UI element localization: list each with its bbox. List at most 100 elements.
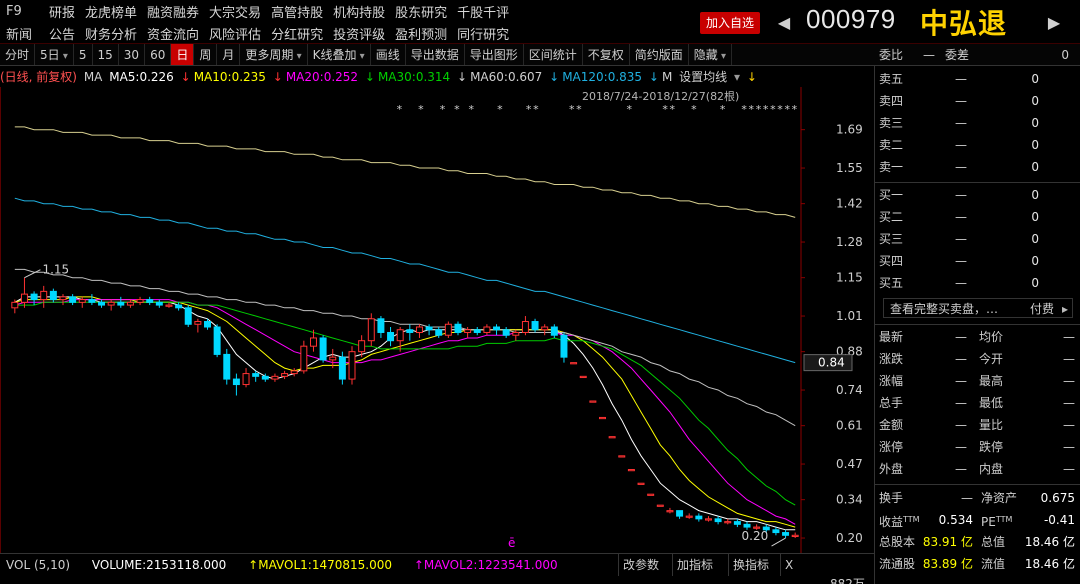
candle xyxy=(11,299,19,314)
toolbar-item[interactable]: 分时 xyxy=(0,44,36,65)
toolbar-item[interactable]: 画线 xyxy=(371,44,406,65)
menu-item[interactable]: 机构持股 xyxy=(333,5,386,21)
toolbar-item[interactable]: 区间统计 xyxy=(524,44,583,65)
toolbar-item[interactable]: 导出数据 xyxy=(406,44,465,65)
event-marker[interactable]: * xyxy=(749,103,755,116)
fundamental-label: 换手 xyxy=(879,487,903,509)
kline-chart[interactable]: 1.69 1.55 1.42 1.28 1.15 1.01 0.88 0.74 0.61 0.47… xyxy=(0,87,874,553)
toolbar-item[interactable]: 5 xyxy=(74,44,93,65)
menu-item[interactable]: 研报 xyxy=(49,5,76,21)
toolbar-item[interactable]: K线叠加 xyxy=(308,44,371,65)
menu-item[interactable]: 财务分析 xyxy=(85,27,138,43)
event-marker[interactable]: * xyxy=(533,103,539,116)
ma-settings-button[interactable]: 设置均线 xyxy=(679,70,728,84)
toolbar-item[interactable]: 日 xyxy=(171,44,195,65)
candle xyxy=(204,318,211,330)
quote-value: — xyxy=(955,352,967,366)
menu-item[interactable]: F9 xyxy=(6,3,22,19)
event-marker[interactable]: * xyxy=(526,103,532,116)
menu-item[interactable]: 盈利预测 xyxy=(395,27,448,43)
event-marker[interactable]: * xyxy=(662,103,668,116)
toolbar-item[interactable]: 更多周期 xyxy=(240,44,308,65)
menu-item[interactable]: 新闻 xyxy=(6,27,33,43)
pay-label: 付费 xyxy=(1029,302,1054,316)
candle xyxy=(483,324,491,336)
candle-body xyxy=(11,301,19,309)
menu-item[interactable]: 融资融券 xyxy=(147,5,200,21)
event-marker[interactable]: * xyxy=(691,103,697,116)
event-marker[interactable]: * xyxy=(418,103,424,116)
candle-body xyxy=(78,299,86,303)
bid-label: 买四 xyxy=(879,254,904,268)
divider xyxy=(875,324,1080,325)
toolbar-item[interactable]: 5日 xyxy=(35,44,74,65)
candle xyxy=(627,469,635,472)
event-marker[interactable]: * xyxy=(670,103,676,116)
menu-item[interactable]: 资金流向 xyxy=(147,27,200,43)
event-marker[interactable]: * xyxy=(777,103,783,116)
candle xyxy=(69,294,77,306)
event-marker[interactable]: * xyxy=(397,103,403,116)
candle-body xyxy=(579,375,587,379)
quote-value: — xyxy=(1063,352,1075,366)
full-book-link[interactable]: 查看完整买卖盘，… 付费 ▸ xyxy=(883,298,1073,318)
toolbar-item[interactable]: 30 xyxy=(119,44,146,65)
toolbar-item[interactable]: 60 xyxy=(145,44,172,65)
event-marker[interactable]: * xyxy=(770,103,776,116)
event-marker[interactable]: * xyxy=(454,103,460,116)
fundamental-label-text: 流通股 xyxy=(879,557,916,571)
ask-label: 卖四 xyxy=(879,94,904,108)
event-marker[interactable]: * xyxy=(497,103,503,116)
divider xyxy=(875,182,1080,183)
candle xyxy=(309,329,317,352)
menu-item[interactable]: 风险评估 xyxy=(209,27,262,43)
add-favorite-button[interactable]: 加入自选 xyxy=(700,12,761,34)
toolbar-item[interactable]: 不复权 xyxy=(583,44,630,65)
toolbar-item[interactable]: 月 xyxy=(217,44,241,65)
menu-item[interactable]: 高管持股 xyxy=(271,5,324,21)
menu-item[interactable]: 大宗交易 xyxy=(209,5,262,21)
menu-item[interactable]: 同行研究 xyxy=(457,27,510,43)
toolbar-item[interactable]: 隐藏 xyxy=(689,44,732,65)
change-params-button[interactable]: 改参数 xyxy=(618,554,663,576)
toolbar-item[interactable]: 导出图形 xyxy=(465,44,524,65)
toolbar-item[interactable]: 15 xyxy=(93,44,119,65)
candle xyxy=(743,521,751,530)
candle-body xyxy=(252,373,260,377)
chart-svg[interactable]: 1.691.551.421.281.151.010.880.740.610.47… xyxy=(0,87,874,553)
close-indicator-icon[interactable]: X xyxy=(780,554,797,576)
menu-item[interactable]: 公告 xyxy=(49,27,76,43)
menu-item[interactable]: 股东研究 xyxy=(395,5,448,21)
menu-item[interactable]: 投资评级 xyxy=(333,27,386,43)
chart-mode-label[interactable]: (日线, 前复权) xyxy=(0,70,77,84)
event-marker[interactable]: * xyxy=(720,103,726,116)
candle xyxy=(560,332,568,363)
event-marker[interactable]: * xyxy=(763,103,769,116)
event-marker[interactable]: * xyxy=(569,103,575,116)
fundamental-value: 83.89 亿 xyxy=(922,557,973,571)
event-marker[interactable]: * xyxy=(576,103,582,116)
menu-item[interactable]: 千股千评 xyxy=(457,5,510,21)
prev-stock-icon[interactable]: ◀ xyxy=(777,13,791,32)
candle-body xyxy=(685,515,693,518)
y-tick-label: 0.61 xyxy=(836,419,863,433)
next-stock-icon[interactable]: ▶ xyxy=(1047,13,1061,32)
menu-item[interactable]: 分红研究 xyxy=(271,27,324,43)
candle-body xyxy=(194,321,202,325)
toolbar-item[interactable]: 简约版面 xyxy=(630,44,689,65)
candle-body xyxy=(791,534,799,537)
ask-volume: 0 xyxy=(1031,138,1039,152)
event-marker[interactable]: * xyxy=(784,103,790,116)
switch-indicator-button[interactable]: 换指标 xyxy=(728,554,773,576)
event-marker[interactable]: * xyxy=(756,103,762,116)
add-indicator-button[interactable]: 加指标 xyxy=(672,554,717,576)
event-marker[interactable]: * xyxy=(468,103,474,116)
toolbar-item[interactable]: 周 xyxy=(194,44,218,65)
event-marker[interactable]: * xyxy=(626,103,632,116)
event-marker[interactable]: * xyxy=(440,103,446,116)
candle-body xyxy=(20,293,28,303)
candle xyxy=(782,529,790,539)
event-marker[interactable]: * xyxy=(741,103,747,116)
event-marker[interactable]: * xyxy=(792,103,798,116)
menu-item[interactable]: 龙虎榜单 xyxy=(85,5,138,21)
